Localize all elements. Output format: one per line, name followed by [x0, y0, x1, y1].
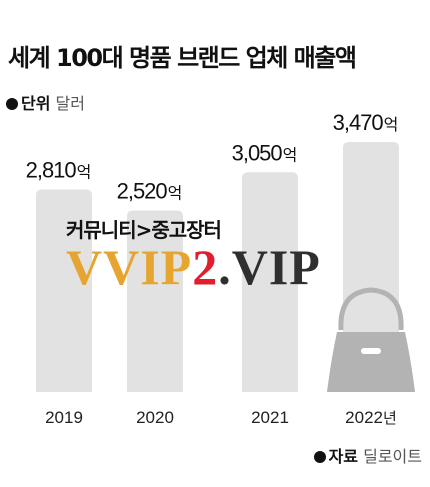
value-label-0: 2,810억	[26, 158, 91, 183]
unit-note: 단위 달러	[6, 90, 85, 114]
unit-key: 단위	[21, 94, 51, 113]
bar-3	[343, 142, 399, 392]
handbag-clasp	[361, 348, 381, 354]
source-key: 자료	[328, 447, 359, 466]
value-label-3: 3,470억	[333, 110, 398, 135]
handbag-handle	[338, 287, 404, 331]
source-note: 자료 딜로이트	[313, 443, 422, 467]
bar-1	[127, 210, 183, 392]
value-unit-0: 억	[77, 163, 91, 182]
handbag-icon	[327, 287, 415, 392]
value-label-1: 2,520억	[117, 178, 182, 203]
bar-0	[36, 189, 92, 392]
x-tick-suffix-3: 년	[383, 409, 397, 427]
unit-value: 달러	[55, 94, 85, 113]
x-tick-label-2: 2021	[251, 408, 289, 427]
handbag-body	[327, 332, 415, 392]
source-value: 딜로이트	[363, 447, 422, 466]
bullet-dot-icon	[313, 451, 326, 463]
bar-2	[242, 172, 298, 392]
value-label-2: 3,050억	[232, 140, 297, 165]
bullet-dot-icon	[6, 98, 18, 110]
value-unit-1: 억	[168, 183, 182, 202]
chart-title: 세계 100대 명품 브랜드 업체 매출액	[8, 44, 357, 72]
watermark-part-a: VVIP	[66, 239, 193, 295]
x-tick-label-1: 2020	[136, 408, 174, 427]
watermark-logo: VVIP2.VIP	[66, 238, 321, 296]
value-unit-2: 억	[283, 145, 297, 164]
x-tick-label-0: 2019	[45, 408, 83, 427]
watermark-part-c: .VIP	[218, 239, 321, 295]
value-unit-3: 억	[384, 115, 398, 134]
x-tick-label-3: 2022년	[345, 408, 397, 427]
watermark-caption: 커뮤니티>중고장터	[66, 218, 222, 242]
watermark-part-b: 2	[192, 239, 219, 295]
